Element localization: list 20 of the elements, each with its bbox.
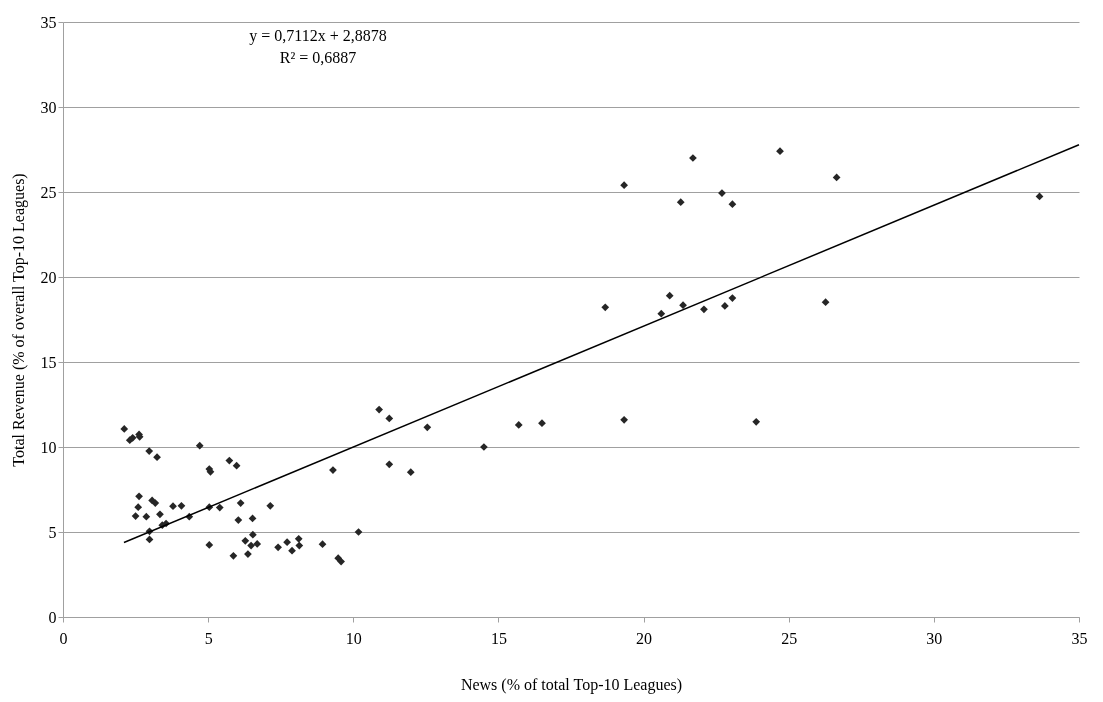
x-tick-label: 35 [1071,629,1088,647]
y-tick-label: 10 [40,438,57,456]
x-tick-label: 5 [204,629,213,647]
y-tick-label: 35 [40,13,57,31]
annotation: y = 0,7112x + 2,8878 [249,27,387,45]
y-axis-title: Total Revenue (% of overall Top-10 Leagues) [9,173,28,467]
y-tick-label: 5 [48,523,57,541]
x-tick-label: 30 [926,629,943,647]
y-tick-label: 20 [40,268,57,286]
x-axis-title: News (% of total Top-10 Leagues) [460,675,683,694]
y-tick-label: 15 [40,353,57,371]
x-tick-label: 20 [636,629,653,647]
x-tick-label: 15 [490,629,507,647]
y-tick-label: 25 [40,183,57,201]
x-tick-label: 10 [345,629,362,647]
annotation: R² = 0,6887 [279,49,357,66]
y-tick-label: 30 [40,98,57,116]
x-tick-label: 25 [781,629,798,647]
y-tick-label: 0 [48,608,57,626]
x-tick-label: 0 [59,629,68,647]
